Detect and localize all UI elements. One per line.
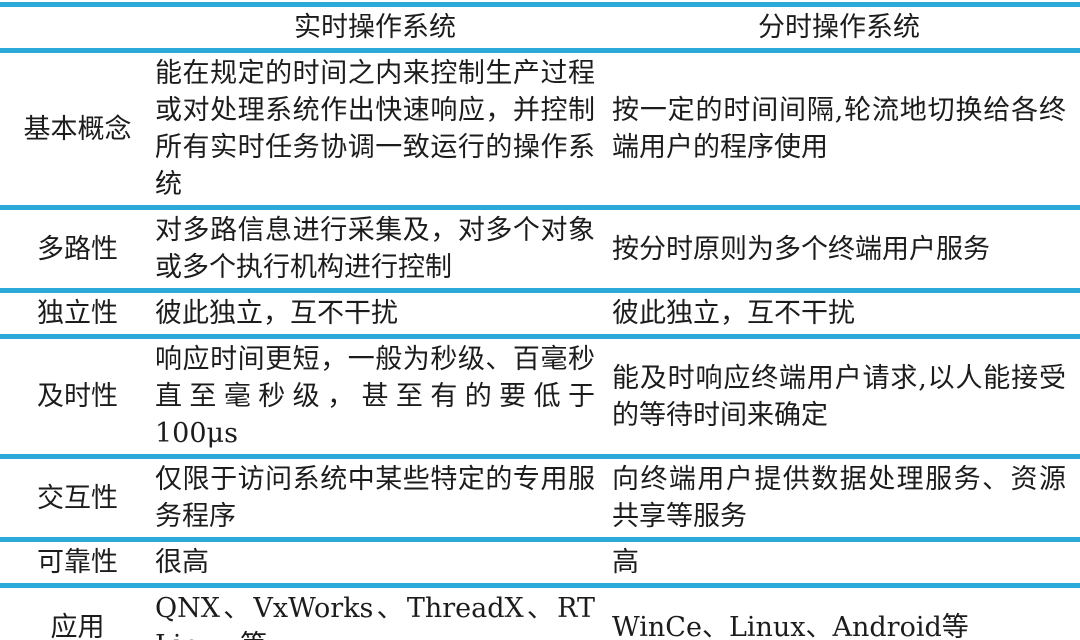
divider [0,288,1080,293]
row-label: 基本概念 [23,113,132,145]
divider [0,48,1080,53]
time-sharing-cell: 按分时原则为多个终端用户服务 [612,233,990,265]
divider-top [0,2,1080,7]
real-time-cell: 能在规定的时间之内来控制生产过程或对处理系统作出快速响应，并控制所有实时任务协调… [155,58,595,200]
real-time-cell: 对多路信息进行采集及，对多个对象或多个执行机构进行控制 [155,215,595,283]
time-sharing-cell: WinCe、Linux、Android等 [612,611,969,640]
row-label: 及时性 [37,381,118,412]
row-label: 独立性 [37,298,118,329]
table-row-basic-concept: 基本概念 能在规定的时间之内来控制生产过程或对处理系统作出快速响应，并控制所有实… [0,53,1080,205]
time-sharing-cell: 按一定的时间间隔,轮流地切换给各终端用户的程序使用 [612,95,1066,163]
header-real-time-os: 实时操作系统 [294,12,456,43]
real-time-cell: 仅限于访问系统中某些特定的专用服务程序 [155,464,595,532]
table-row-reliability: 可靠性 很高 高 [0,542,1080,583]
time-sharing-cell: 能及时响应终端用户请求,以人能接受的等待时间来确定 [612,362,1066,431]
row-label: 交互性 [37,482,118,514]
table-header-row: 实时操作系统 分时操作系统 [0,7,1080,48]
divider [0,334,1080,339]
time-sharing-cell: 高 [612,547,639,578]
divider [0,205,1080,210]
table-row-applications: 应用 QNX、VxWorks、ThreadX、RT Linux 等 WinCe、… [0,588,1080,640]
divider [0,583,1080,588]
row-label: 可靠性 [37,547,118,578]
row-label: 多路性 [37,233,118,265]
time-sharing-cell: 向终端用户提供数据处理服务、资源共享等服务 [612,464,1066,532]
divider [0,537,1080,542]
table-row-interactivity: 交互性 仅限于访问系统中某些特定的专用服务程序 向终端用户提供数据处理服务、资源… [0,459,1080,537]
table-row-multiplexing: 多路性 对多路信息进行采集及，对多个对象或多个执行机构进行控制 按分时原则为多个… [0,210,1080,288]
real-time-cell: 彼此独立，互不干扰 [155,298,398,329]
table-row-independence: 独立性 彼此独立，互不干扰 彼此独立，互不干扰 [0,293,1080,334]
header-time-sharing-os: 分时操作系统 [758,12,920,43]
real-time-cell: 很高 [155,547,209,578]
row-label: 应用 [50,611,105,640]
real-time-cell: QNX、VxWorks、ThreadX、RT Linux 等 [155,593,595,640]
time-sharing-cell: 彼此独立，互不干扰 [612,298,855,329]
divider [0,454,1080,459]
table-row-timeliness: 及时性 响应时间更短，一般为秒级、百毫秒直至毫秒级，甚至有的要低于 100μs … [0,339,1080,454]
real-time-cell: 响应时间更短，一般为秒级、百毫秒直至毫秒级，甚至有的要低于 100μs [155,344,595,449]
